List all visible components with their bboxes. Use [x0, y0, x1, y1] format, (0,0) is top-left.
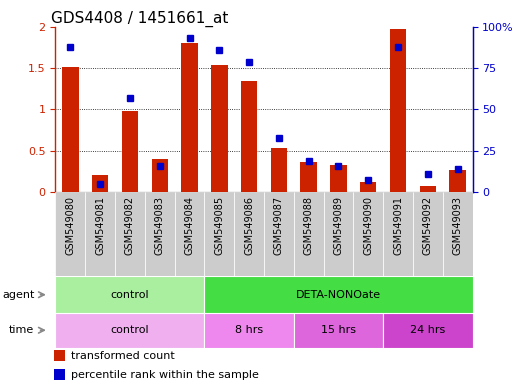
Bar [443, 192, 473, 276]
Text: percentile rank within the sample: percentile rank within the sample [71, 369, 259, 379]
Bar [145, 192, 175, 276]
Bar [55, 192, 85, 276]
Bar [300, 162, 317, 192]
Bar [420, 186, 436, 192]
Bar [294, 192, 324, 276]
Text: GSM549089: GSM549089 [334, 196, 344, 255]
Bar [122, 111, 138, 192]
Bar [383, 192, 413, 276]
Text: DETA-NONOate: DETA-NONOate [296, 290, 381, 300]
Text: 24 hrs: 24 hrs [410, 325, 446, 335]
Bar [331, 165, 347, 192]
Text: GSM549090: GSM549090 [363, 196, 373, 255]
Bar [204, 276, 473, 313]
Bar [449, 170, 466, 192]
Text: transformed count: transformed count [71, 351, 175, 361]
Text: control: control [110, 290, 149, 300]
Text: GSM549092: GSM549092 [423, 196, 433, 255]
Bar [413, 192, 443, 276]
Bar [241, 81, 257, 192]
Bar [152, 159, 168, 192]
Bar [85, 192, 115, 276]
Bar [62, 66, 79, 192]
Bar [55, 276, 204, 313]
Text: 15 hrs: 15 hrs [321, 325, 356, 335]
Bar [115, 192, 145, 276]
Text: GSM549084: GSM549084 [184, 196, 194, 255]
Bar [264, 192, 294, 276]
Bar [92, 175, 108, 192]
Text: GSM549093: GSM549093 [452, 196, 463, 255]
Text: GSM549091: GSM549091 [393, 196, 403, 255]
Bar [360, 182, 376, 192]
Bar [181, 43, 197, 192]
Text: GSM549087: GSM549087 [274, 196, 284, 255]
Text: GSM549083: GSM549083 [155, 196, 165, 255]
Bar [383, 313, 473, 348]
Text: GSM549088: GSM549088 [304, 196, 314, 255]
Bar [234, 192, 264, 276]
Text: GSM549081: GSM549081 [95, 196, 105, 255]
Bar [204, 313, 294, 348]
Text: GSM549082: GSM549082 [125, 196, 135, 255]
Bar [175, 192, 204, 276]
Text: control: control [110, 325, 149, 335]
Bar [204, 192, 234, 276]
Bar [294, 313, 383, 348]
Text: agent: agent [2, 290, 34, 300]
Text: GSM549085: GSM549085 [214, 196, 224, 255]
Text: 8 hrs: 8 hrs [235, 325, 263, 335]
Bar [353, 192, 383, 276]
Text: GSM549080: GSM549080 [65, 196, 76, 255]
Text: GDS4408 / 1451661_at: GDS4408 / 1451661_at [51, 11, 229, 27]
Bar [390, 28, 406, 192]
Text: time: time [9, 325, 34, 335]
Bar [54, 350, 64, 361]
Bar [271, 148, 287, 192]
Bar [55, 313, 204, 348]
Bar [324, 192, 353, 276]
Text: GSM549086: GSM549086 [244, 196, 254, 255]
Bar [211, 65, 228, 192]
Bar [54, 369, 64, 380]
